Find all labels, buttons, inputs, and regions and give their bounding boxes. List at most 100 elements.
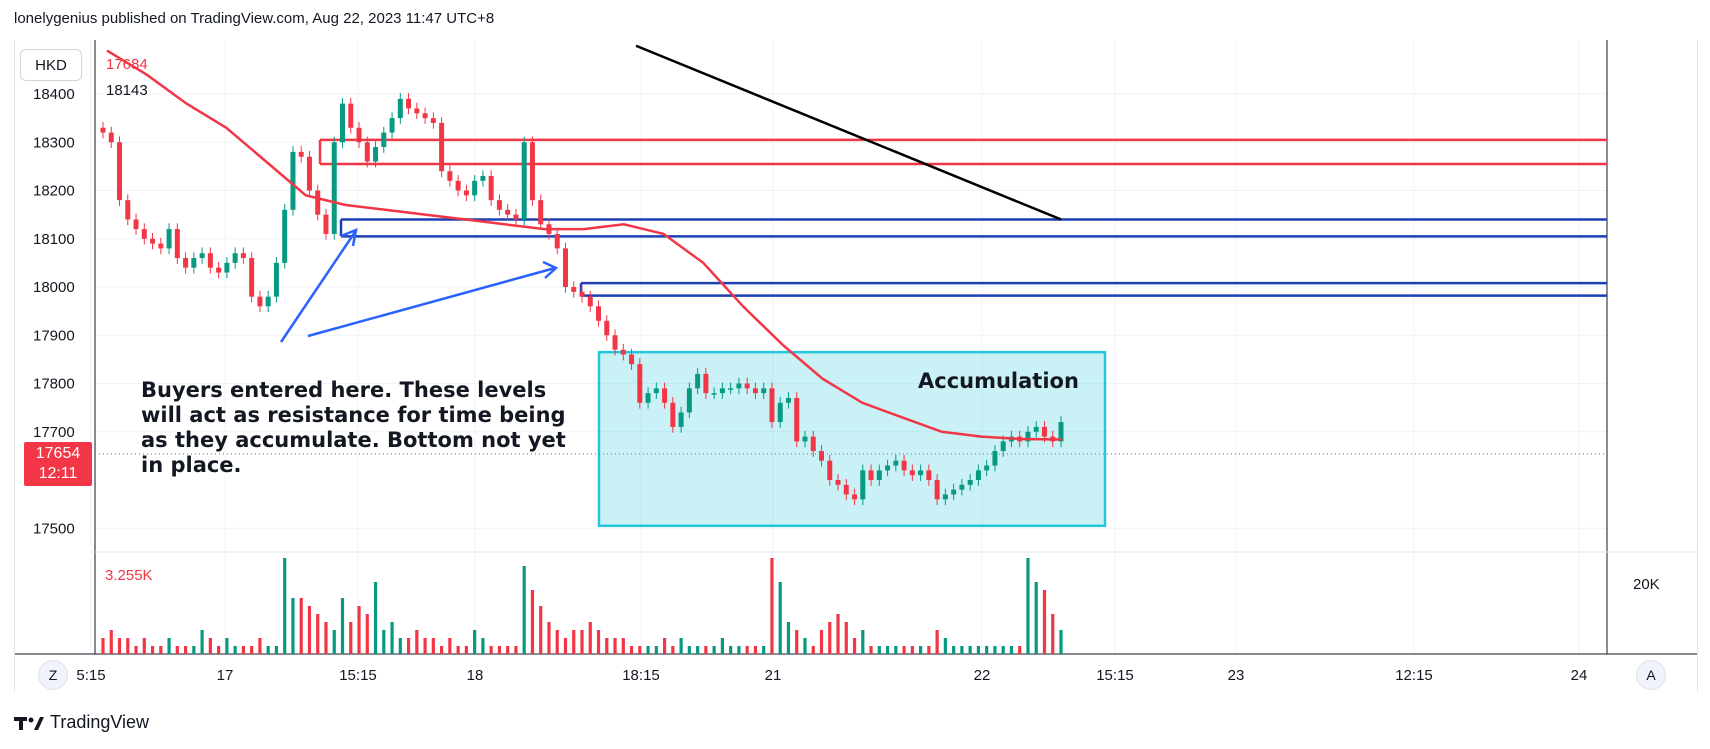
time-tick-label: 15:15: [1096, 667, 1134, 684]
volume-bar: [621, 638, 625, 654]
time-tick-label: 24: [1571, 667, 1588, 684]
volume-bar: [638, 646, 642, 654]
auto-scale-button[interactable]: A: [1636, 660, 1666, 690]
volume-bar: [786, 622, 791, 654]
candle-body: [141, 229, 147, 239]
candle-body: [785, 397, 791, 403]
volume-bar: [976, 646, 981, 654]
candle-body: [282, 209, 288, 263]
volume-bar: [894, 646, 898, 654]
candle-body: [422, 113, 428, 119]
volume-bar: [539, 606, 543, 654]
symbol-label[interactable]: HKD: [20, 49, 82, 81]
candle-body: [323, 214, 329, 234]
candle-body: [901, 460, 907, 471]
volume-bar: [250, 646, 254, 654]
price-tick-label: 17800: [33, 376, 75, 393]
candle-body: [1033, 426, 1039, 432]
volume-bar: [572, 630, 576, 654]
time-tick-label: 17: [217, 667, 234, 684]
candle-body: [678, 412, 684, 427]
candle-body: [695, 373, 701, 389]
candle-body: [463, 190, 469, 196]
volume-bar: [687, 646, 691, 654]
ma-value-label: 17684: [106, 56, 148, 73]
price-tick-label: 17700: [33, 424, 75, 441]
left-scale-button[interactable]: Z: [38, 660, 68, 690]
candle-body: [992, 451, 998, 466]
volume-bar: [753, 646, 758, 654]
volume-bar: [1042, 590, 1047, 654]
volume-bar: [968, 646, 972, 654]
footer-logo[interactable]: TradingView: [14, 712, 149, 733]
candle-body: [199, 253, 205, 259]
volume-bar: [662, 638, 667, 654]
volume-bar: [877, 646, 881, 654]
volume-bar: [365, 614, 369, 654]
candle-body: [439, 122, 445, 172]
volume-bar: [654, 646, 658, 654]
volume-bar: [481, 638, 485, 654]
candle-body: [315, 190, 321, 215]
volume-bar: [200, 630, 204, 654]
volume-bar: [217, 646, 221, 654]
candle-body: [224, 262, 230, 273]
chart-frame[interactable]: 18400 18300 18200 18100 18000 17900 17800 17700…: [14, 40, 1698, 692]
candle-body: [158, 243, 164, 249]
candle-body: [761, 388, 767, 394]
candle-body: [1000, 441, 1006, 452]
time-tick-label: 12:15: [1395, 667, 1433, 684]
candle-body: [1058, 422, 1064, 442]
candle-body: [529, 142, 535, 201]
volume-bar: [1009, 646, 1014, 654]
last-price-value: 17654: [35, 445, 81, 462]
volume-bar: [762, 646, 766, 654]
volume-bar: [712, 646, 716, 654]
candle-body: [1041, 426, 1047, 437]
volume-bar: [307, 606, 312, 654]
volume-bar: [919, 646, 923, 654]
candle-body: [975, 470, 981, 480]
candle-body: [1025, 431, 1031, 442]
candle-body: [893, 460, 899, 466]
volume-bar: [588, 622, 592, 654]
volume-bar: [1001, 646, 1005, 654]
candle-body: [662, 388, 668, 403]
volume-bar: [150, 646, 155, 654]
volume-bar: [704, 646, 708, 654]
price-tick-label: 18000: [33, 279, 75, 296]
candle-body: [926, 470, 932, 480]
time-tick-label: 5:15: [76, 667, 105, 684]
volume-bar: [183, 646, 188, 654]
volume-bar: [382, 630, 386, 654]
candle-body: [414, 108, 420, 114]
candle-body: [521, 142, 527, 220]
volume-bar: [852, 638, 857, 654]
candle-body: [967, 480, 973, 485]
volume-bar: [415, 630, 419, 654]
tradingview-logo-icon: [14, 716, 44, 730]
candle-body: [389, 118, 395, 133]
candle-body: [133, 219, 139, 230]
volume-bar: [497, 646, 502, 654]
last-price-badge: 17654 12:11: [24, 442, 92, 486]
candle-body: [744, 383, 750, 389]
volume-bar: [885, 646, 890, 654]
candle-body: [207, 253, 213, 268]
volume-bar: [340, 598, 345, 654]
chart-canvas[interactable]: 18400 18300 18200 18100 18000 17900 17800 17700…: [15, 40, 1697, 692]
candle-body: [942, 494, 948, 500]
volume-bar: [440, 646, 444, 654]
volume-bar: [720, 638, 724, 654]
candle-body: [216, 267, 222, 273]
candle-body: [331, 142, 337, 234]
candle-body: [562, 248, 568, 287]
candle-body: [166, 229, 172, 249]
volume-bar: [134, 646, 138, 654]
candle-body: [232, 253, 238, 263]
candle-body: [843, 484, 849, 495]
arrow-shaft: [279, 231, 357, 343]
moving-average-line: [106, 49, 1062, 441]
candle-body: [538, 200, 544, 225]
volume-bar: [398, 638, 402, 654]
